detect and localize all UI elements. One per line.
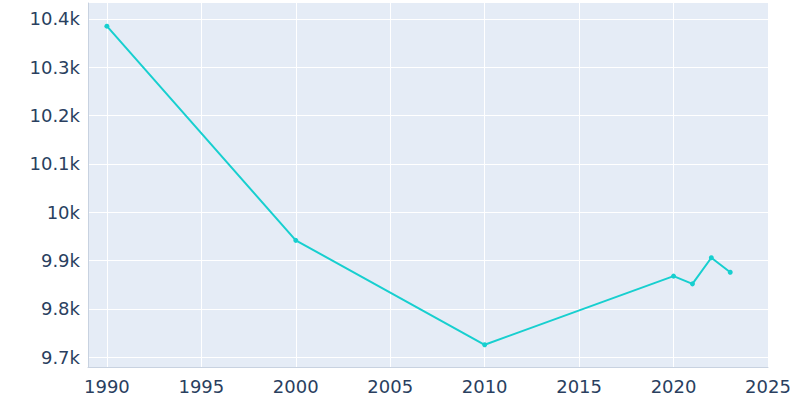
svg-text:9.9k: 9.9k (41, 250, 81, 271)
svg-text:2015: 2015 (556, 376, 602, 397)
svg-text:10.1k: 10.1k (29, 153, 80, 174)
svg-text:2020: 2020 (651, 376, 697, 397)
svg-text:10.4k: 10.4k (29, 8, 80, 29)
svg-text:1990: 1990 (84, 376, 130, 397)
svg-text:2010: 2010 (462, 376, 508, 397)
svg-text:10k: 10k (47, 202, 81, 223)
svg-text:10.3k: 10.3k (29, 57, 80, 78)
svg-text:9.7k: 9.7k (41, 347, 81, 368)
svg-text:2025: 2025 (745, 376, 791, 397)
svg-text:2005: 2005 (367, 376, 413, 397)
svg-text:10.2k: 10.2k (29, 105, 80, 126)
svg-text:9.8k: 9.8k (41, 298, 81, 319)
svg-text:1995: 1995 (178, 376, 224, 397)
svg-text:2000: 2000 (273, 376, 319, 397)
